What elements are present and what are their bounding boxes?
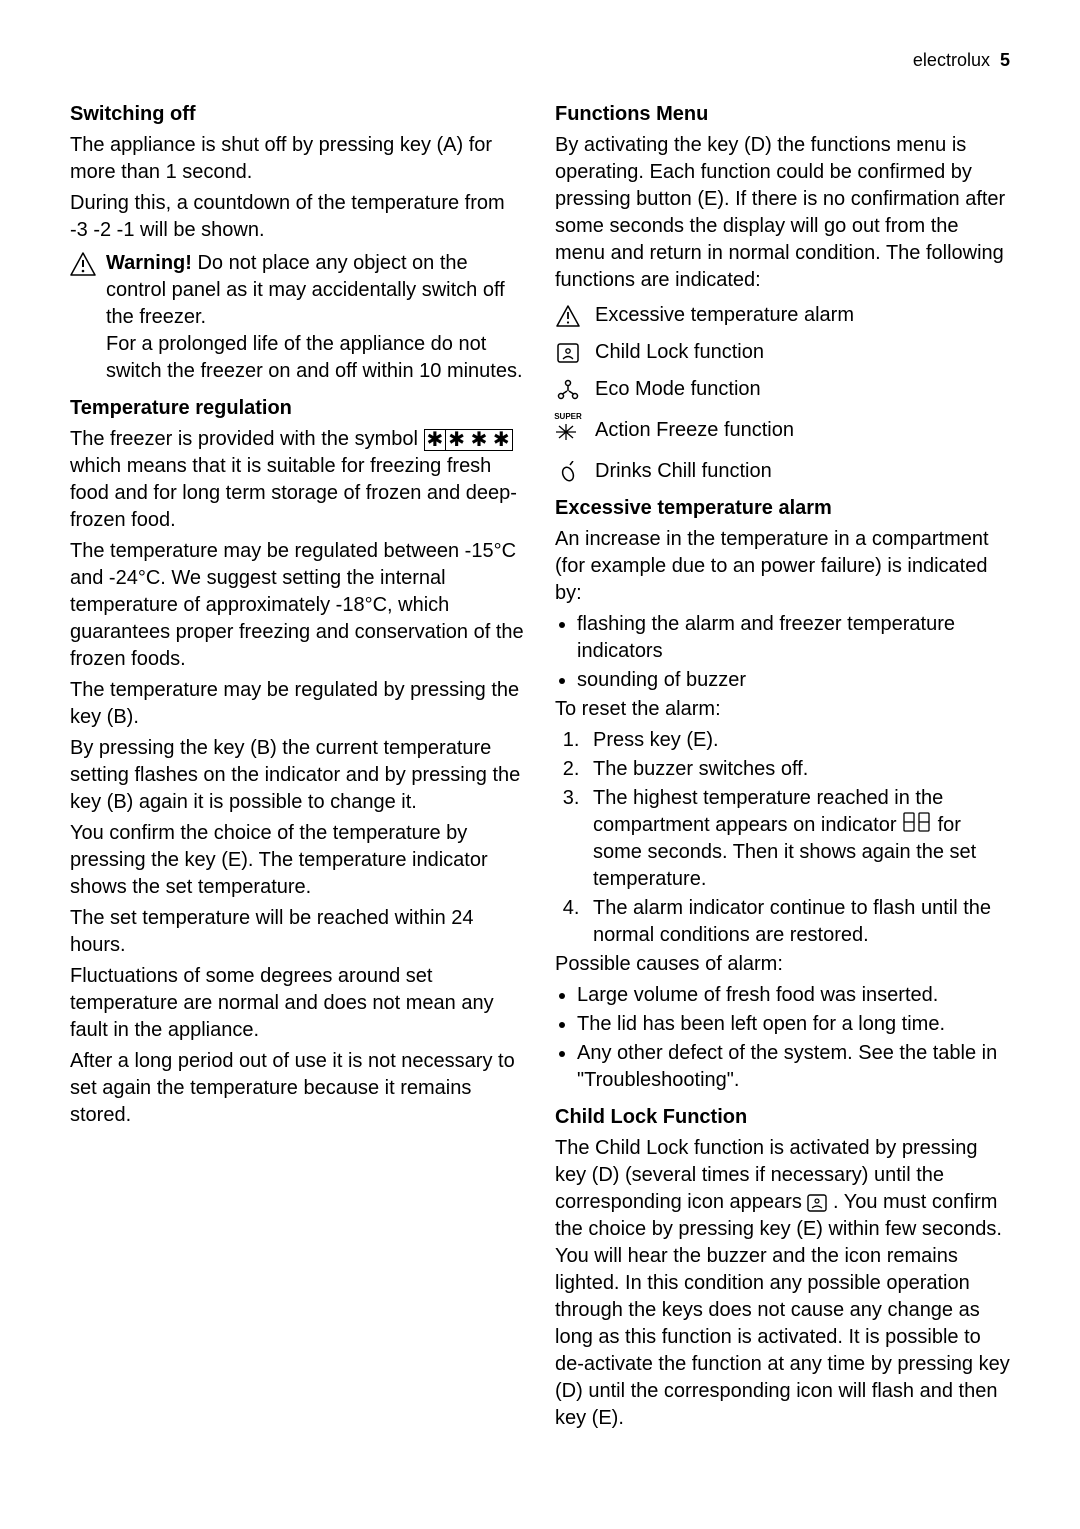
alarm-b2-1: The lid has been left open for a long ti… — [577, 1011, 1010, 1038]
temp-p5: You confirm the choice of the temperatur… — [70, 820, 525, 901]
alarm-step-3: The highest temperature reached in the c… — [585, 785, 1010, 893]
temp-p2: The temperature may be regulated between… — [70, 538, 525, 673]
warning-p2: For a prolonged life of the appliance do… — [106, 331, 525, 385]
alarm-bullets-1: flashing the alarm and freezer temperatu… — [555, 611, 1010, 694]
drinks-chill-icon — [555, 461, 581, 483]
temp-p8: After a long period out of use it is not… — [70, 1048, 525, 1129]
heading-excessive-alarm: Excessive temperature alarm — [555, 495, 1010, 522]
func-item-childlock: Child Lock function — [555, 339, 1010, 366]
heading-switching-off: Switching off — [70, 101, 525, 128]
alarm-b2-2: Any other defect of the system. See the … — [577, 1040, 1010, 1094]
two-column-layout: Switching off The appliance is shut off … — [70, 101, 1010, 1436]
childlock-p1: The Child Lock function is activated by … — [555, 1135, 1010, 1432]
brand-label: electrolux — [913, 50, 990, 70]
func-item-eco: Eco Mode function — [555, 376, 1010, 403]
heading-temp-regulation: Temperature regulation — [70, 395, 525, 422]
temp-p1b: which means that it is suitable for free… — [70, 455, 517, 531]
func-label-drinks-chill: Drinks Chill function — [595, 458, 772, 485]
action-freeze-icon: SUPER — [555, 413, 581, 448]
func-label-action-freeze: Action Freeze function — [595, 417, 794, 444]
temp-p1a: The freezer is provided with the symbol — [70, 428, 424, 450]
alarm-reset-intro: To reset the alarm: — [555, 696, 1010, 723]
func-item-drinks-chill: Drinks Chill function — [555, 458, 1010, 485]
alarm-steps: Press key (E). The buzzer switches off. … — [555, 727, 1010, 949]
alarm-step-2: The buzzer switches off. — [585, 756, 1010, 783]
alarm-p1: An increase in the temperature in a comp… — [555, 526, 1010, 607]
func-label-eco: Eco Mode function — [595, 376, 761, 403]
left-column: Switching off The appliance is shut off … — [70, 101, 525, 1436]
warning-label: Warning! — [106, 252, 192, 274]
alarm-causes-intro: Possible causes of alarm: — [555, 951, 1010, 978]
temp-p7: Fluctuations of some degrees around set … — [70, 963, 525, 1044]
alarm-step-4: The alarm indicator continue to flash un… — [585, 895, 1010, 949]
menu-p1: By activating the key (D) the functions … — [555, 132, 1010, 294]
func-item-alarm: Excessive temperature alarm — [555, 302, 1010, 329]
functions-list: Excessive temperature alarm Child Lock f… — [555, 302, 1010, 485]
alarm-step-3a: The highest temperature reached in the c… — [593, 787, 943, 836]
alarm-b2-0: Large volume of fresh food was inserted. — [577, 982, 1010, 1009]
page-number: 5 — [1000, 50, 1010, 70]
func-label-childlock: Child Lock function — [595, 339, 764, 366]
warning-block: Warning! Do not place any object on the … — [70, 250, 525, 385]
temp-p3: The temperature may be regulated by pres… — [70, 677, 525, 731]
four-star-symbol: ✱✱ ✱ ✱ — [424, 429, 513, 451]
temp-p6: The set temperature will be reached with… — [70, 905, 525, 959]
child-lock-icon — [555, 342, 581, 364]
page-header: electrolux 5 — [70, 50, 1010, 71]
alarm-step-1: Press key (E). — [585, 727, 1010, 754]
alarm-b1-0: flashing the alarm and freezer temperatu… — [577, 611, 1010, 665]
seven-segment-icon — [902, 812, 932, 839]
func-item-action-freeze: SUPER Action Freeze function — [555, 413, 1010, 448]
heading-child-lock: Child Lock Function — [555, 1104, 1010, 1131]
alarm-b1-1: sounding of buzzer — [577, 667, 1010, 694]
child-lock-inline-icon — [807, 1191, 827, 1213]
warning-icon — [70, 252, 96, 284]
heading-functions-menu: Functions Menu — [555, 101, 1010, 128]
right-column: Functions Menu By activating the key (D)… — [555, 101, 1010, 1436]
func-label-alarm: Excessive temperature alarm — [595, 302, 854, 329]
eco-mode-icon — [555, 379, 581, 401]
temp-p1: The freezer is provided with the symbol … — [70, 426, 525, 534]
childlock-p1b: . You must confirm the choice by pressin… — [555, 1191, 1010, 1429]
temp-p4: By pressing the key (B) the current temp… — [70, 735, 525, 816]
switching-off-p2: During this, a countdown of the temperat… — [70, 190, 525, 244]
warning-text: Warning! Do not place any object on the … — [106, 250, 525, 385]
alarm-bullets-2: Large volume of fresh food was inserted.… — [555, 982, 1010, 1094]
alarm-triangle-icon — [555, 305, 581, 327]
switching-off-p1: The appliance is shut off by pressing ke… — [70, 132, 525, 186]
